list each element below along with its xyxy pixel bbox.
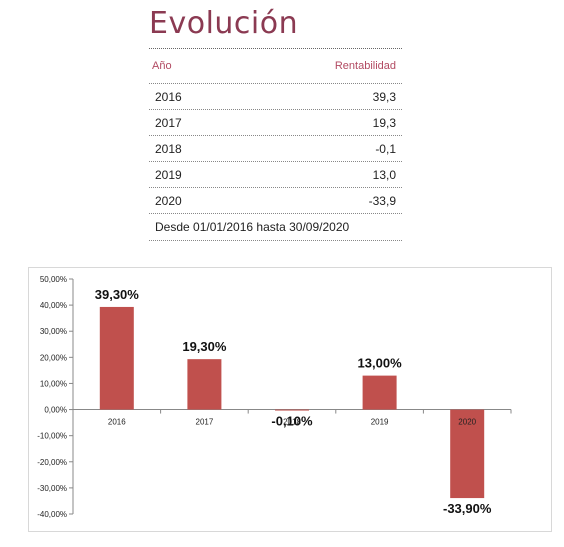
evolution-panel: Evolución Año Rentabilidad 2016 39,3 201… [149, 0, 402, 241]
bar-2018 [275, 409, 309, 411]
y-tick-label: -20,00% [37, 458, 67, 467]
title-divider [149, 48, 402, 49]
y-tick-label: 30,00% [40, 327, 67, 336]
period-note: Desde 01/01/2016 hasta 30/09/2020 [149, 214, 402, 241]
table-row: 2018 -0,1 [149, 136, 402, 162]
table-row: 2019 13,0 [149, 162, 402, 188]
column-header-return: Rentabilidad [334, 60, 396, 72]
bar-2020 [450, 409, 485, 499]
x-tick-label: 2016 [108, 418, 126, 427]
bar-chart-svg: 50,00% 40,00% 30,00% 20,00% 10,00% 0,00% -10,0… [37, 275, 512, 519]
bar-2016 [99, 306, 134, 410]
y-tick-label: 10,00% [40, 379, 67, 388]
y-tick-label: -10,00% [37, 432, 67, 441]
row-year: 2018 [155, 141, 182, 156]
y-tick-label: -30,00% [37, 484, 67, 493]
x-tick-label: 2017 [196, 418, 214, 427]
row-value: -33,9 [368, 193, 396, 208]
data-label: 39,30% [95, 287, 140, 302]
data-label: 19,30% [182, 339, 227, 354]
row-value: -0,1 [375, 141, 396, 156]
y-tick-label: 50,00% [40, 275, 67, 284]
bar-2019 [362, 375, 397, 410]
panel-title: Evolución [149, 6, 299, 41]
row-year: 2019 [155, 167, 182, 182]
row-value: 19,3 [372, 115, 396, 130]
row-year: 2016 [155, 89, 182, 104]
y-tick-label: 0,00% [44, 406, 67, 415]
table-row: 2016 39,3 [149, 84, 402, 110]
x-tick-label: 2020 [458, 418, 476, 427]
row-year: 2020 [155, 193, 182, 208]
row-value: 39,3 [372, 89, 396, 104]
y-tick-label: 40,00% [40, 301, 67, 310]
data-label: 13,00% [358, 356, 403, 371]
bar-2017 [187, 359, 222, 410]
table-row: 2020 -33,9 [149, 188, 402, 214]
table-row: 2017 19,3 [149, 110, 402, 136]
table-header: Año Rentabilidad [149, 49, 402, 84]
data-label: -0,10% [271, 414, 313, 429]
x-tick-label: 2019 [371, 418, 389, 427]
row-year: 2017 [155, 115, 182, 130]
row-value: 13,0 [372, 167, 396, 182]
column-header-year: Año [152, 60, 172, 72]
returns-chart: 50,00% 40,00% 30,00% 20,00% 10,00% 0,00% -10,0… [28, 267, 552, 532]
y-tick-label: -40,00% [37, 510, 67, 519]
x-tick-label: 2018 [283, 418, 301, 427]
y-tick-label: 20,00% [40, 353, 67, 362]
data-label: -33,90% [443, 501, 492, 516]
